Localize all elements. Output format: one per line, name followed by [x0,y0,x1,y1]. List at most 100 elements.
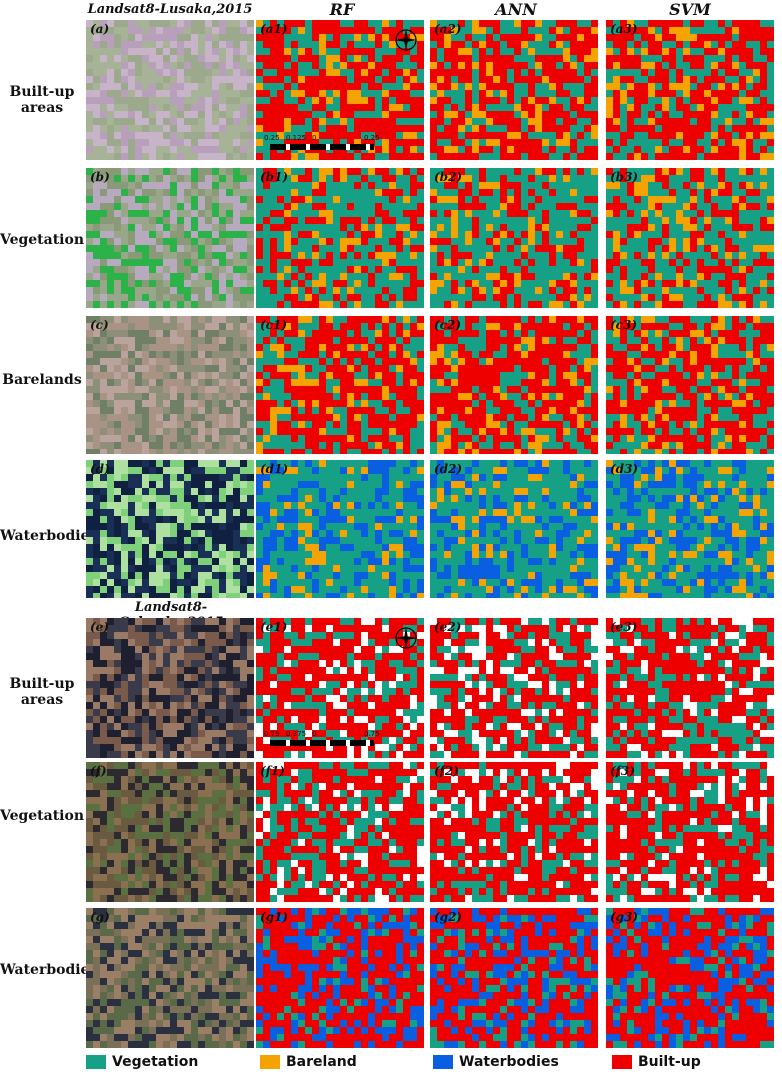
row-label-vegetation-colombo: Vegetation [0,808,85,824]
panel-tag: (a) [90,22,110,36]
panel-tag: (d1) [260,462,289,476]
panel-tag: (b2) [434,170,463,184]
title-lusaka: Landsat8-Lusaka,2015 [87,2,253,17]
satellite-image: (d) [86,460,254,598]
classification-map: (g1) [256,908,424,1048]
panel-tag: (g3) [610,910,639,924]
legend-swatch-vegetation [86,1055,106,1069]
panel-tag: (a1) [260,22,288,36]
classification-raster [256,20,424,160]
scale-label: 0 [312,134,317,142]
classification-map: (g3) [606,908,774,1048]
legend-builtup: Built-up [612,1052,701,1072]
scale-bar-graphic [270,740,374,746]
classification-map: (c2) [430,316,598,454]
legend-label-builtup: Built-up [638,1054,701,1070]
classification-raster [256,168,424,308]
satellite-raster [86,762,254,902]
classification-map: (e2) [430,618,598,758]
classification-map: (a1) [256,20,424,160]
panel-tag: (b) [90,170,110,184]
scale-label: 0.125 [286,134,307,142]
panel-tag: (g1) [260,910,289,924]
classification-raster [256,316,424,454]
panel-tag: (a2) [434,22,462,36]
classification-raster [430,908,598,1048]
classification-raster [606,316,774,454]
legend-label-vegetation: Vegetation [112,1054,199,1070]
classification-map: (d3) [606,460,774,598]
panel-tag: (e3) [610,620,638,634]
panel-tag: (b1) [260,170,289,184]
satellite-raster [86,460,254,598]
panel-tag: (c3) [610,318,638,332]
satellite-raster [86,20,254,160]
classification-raster [430,460,598,598]
satellite-image: (g) [86,908,254,1048]
legend-label-bareland: Bareland [286,1054,357,1070]
satellite-raster [86,316,254,454]
classification-map: (f3) [606,762,774,902]
panel-tag: (d3) [610,462,639,476]
legend-swatch-bareland [260,1055,280,1069]
satellite-image: (a) [86,20,254,160]
scale-label: 0.75 [264,730,280,738]
classification-raster [256,762,424,902]
north-arrow-icon [394,28,418,52]
satellite-image: (f) [86,762,254,902]
panel-tag: (d) [90,462,110,476]
row-label-barelands-lusaka: Barelands [2,372,82,388]
scale-label: 0 [312,730,317,738]
classification-map: (a2) [430,20,598,160]
column-header-ann: ANN [495,0,537,19]
column-header-svm: SVM [669,0,711,19]
classification-map: (c3) [606,316,774,454]
panel-tag: (e1) [260,620,288,634]
panel-tag: (c1) [260,318,288,332]
panel-tag: (c2) [434,318,462,332]
classification-raster [256,460,424,598]
classification-map: (c1) [256,316,424,454]
classification-map: (b2) [430,168,598,308]
panel-tag: (f3) [610,764,635,778]
scale-label: 0.25 [264,134,280,142]
classification-raster [606,460,774,598]
row-label-waterbodies-lusaka: Waterbodies [0,528,98,544]
satellite-image: (b) [86,168,254,308]
panel-tag: (g2) [434,910,463,924]
scale-label: 0.375 [286,730,307,738]
satellite-image: (c) [86,316,254,454]
classification-raster [606,20,774,160]
satellite-raster [86,618,254,758]
classification-raster [606,618,774,758]
classification-raster [430,20,598,160]
row-label-builtup-lusaka: Built-up areas [9,84,75,116]
legend-bareland: Bareland [260,1052,357,1072]
legend-swatch-builtup [612,1055,632,1069]
satellite-raster [86,168,254,308]
row-label-vegetation-lusaka: Vegetation [0,232,85,248]
classification-map: (d2) [430,460,598,598]
classification-raster [430,618,598,758]
legend-label-waterbodies: Waterbodies [459,1054,559,1070]
row-label-waterbodies-colombo: Waterbodies [0,962,98,978]
classification-raster [430,168,598,308]
classification-raster [430,762,598,902]
satellite-raster [86,908,254,1048]
column-header-rf: RF [329,0,355,19]
classification-map: (a3) [606,20,774,160]
classification-map: (f2) [430,762,598,902]
satellite-image: (e) [86,618,254,758]
north-arrow-icon [394,626,418,650]
classification-map: (d1) [256,460,424,598]
panel-tag: (b3) [610,170,639,184]
legend-waterbodies: Waterbodies [433,1052,559,1072]
classification-map: (e3) [606,618,774,758]
panel-tag: (a3) [610,22,638,36]
classification-map: (f1) [256,762,424,902]
panel-tag: (f1) [260,764,285,778]
row-label-builtup-colombo: Built-up areas [9,676,75,708]
panel-tag: (g) [90,910,110,924]
